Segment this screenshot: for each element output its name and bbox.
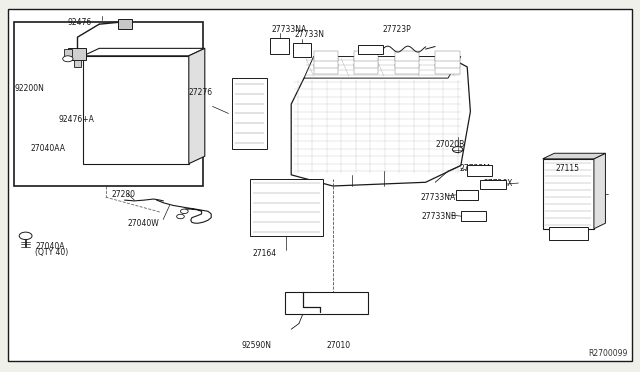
Text: 27040W: 27040W bbox=[128, 219, 160, 228]
Bar bbox=[354, 51, 378, 61]
Bar bbox=[64, 49, 72, 56]
Bar bbox=[232, 78, 267, 149]
Bar bbox=[293, 43, 311, 57]
Circle shape bbox=[180, 209, 188, 214]
Bar bbox=[435, 64, 460, 74]
Text: 92476+A: 92476+A bbox=[59, 115, 95, 124]
Bar bbox=[250, 179, 323, 236]
Bar bbox=[68, 48, 86, 60]
Bar bbox=[354, 57, 378, 68]
Text: 27733NA: 27733NA bbox=[420, 193, 456, 202]
Text: 27723P: 27723P bbox=[383, 25, 412, 33]
Bar bbox=[270, 38, 289, 54]
Text: (QTY 40): (QTY 40) bbox=[35, 248, 68, 257]
Bar bbox=[543, 159, 594, 229]
Text: 27280: 27280 bbox=[112, 190, 136, 199]
Circle shape bbox=[177, 214, 184, 219]
Polygon shape bbox=[291, 57, 470, 186]
Bar bbox=[314, 51, 338, 61]
Bar bbox=[285, 292, 368, 314]
Text: 92200N: 92200N bbox=[14, 84, 44, 93]
Bar bbox=[395, 57, 419, 68]
Bar bbox=[118, 19, 132, 29]
Circle shape bbox=[19, 232, 32, 240]
Bar bbox=[480, 180, 506, 189]
Polygon shape bbox=[304, 57, 461, 78]
Circle shape bbox=[63, 56, 73, 62]
Text: 27020B: 27020B bbox=[435, 140, 465, 149]
Text: 27010: 27010 bbox=[326, 341, 351, 350]
Polygon shape bbox=[189, 48, 205, 164]
Bar bbox=[461, 211, 486, 221]
Bar bbox=[358, 45, 383, 54]
Bar bbox=[395, 51, 419, 61]
Bar bbox=[14, 22, 203, 186]
Text: 27040AA: 27040AA bbox=[31, 144, 66, 153]
Bar bbox=[83, 56, 189, 164]
Bar bbox=[74, 60, 81, 67]
Text: 92590N: 92590N bbox=[242, 341, 272, 350]
Text: 27276: 27276 bbox=[189, 88, 213, 97]
Text: 27733N: 27733N bbox=[294, 31, 324, 39]
Circle shape bbox=[452, 147, 463, 153]
Text: 27733M: 27733M bbox=[460, 164, 490, 173]
Bar bbox=[435, 57, 460, 68]
Text: 92476: 92476 bbox=[67, 18, 92, 27]
Bar bbox=[354, 64, 378, 74]
Bar bbox=[314, 57, 338, 68]
Text: 27726X: 27726X bbox=[483, 179, 513, 187]
Text: 27040A: 27040A bbox=[35, 242, 65, 251]
Bar bbox=[314, 64, 338, 74]
Text: 27115: 27115 bbox=[556, 164, 580, 173]
Bar bbox=[549, 227, 588, 240]
Bar bbox=[467, 165, 492, 176]
Bar bbox=[435, 51, 460, 61]
Text: 27733NA: 27733NA bbox=[272, 25, 307, 33]
Text: 27733NB: 27733NB bbox=[421, 212, 456, 221]
Polygon shape bbox=[83, 48, 205, 56]
Bar bbox=[456, 190, 478, 200]
Polygon shape bbox=[594, 153, 605, 229]
Text: R2700099: R2700099 bbox=[588, 349, 627, 358]
Polygon shape bbox=[543, 153, 605, 159]
Bar bbox=[395, 64, 419, 74]
Text: 27164: 27164 bbox=[253, 249, 277, 258]
